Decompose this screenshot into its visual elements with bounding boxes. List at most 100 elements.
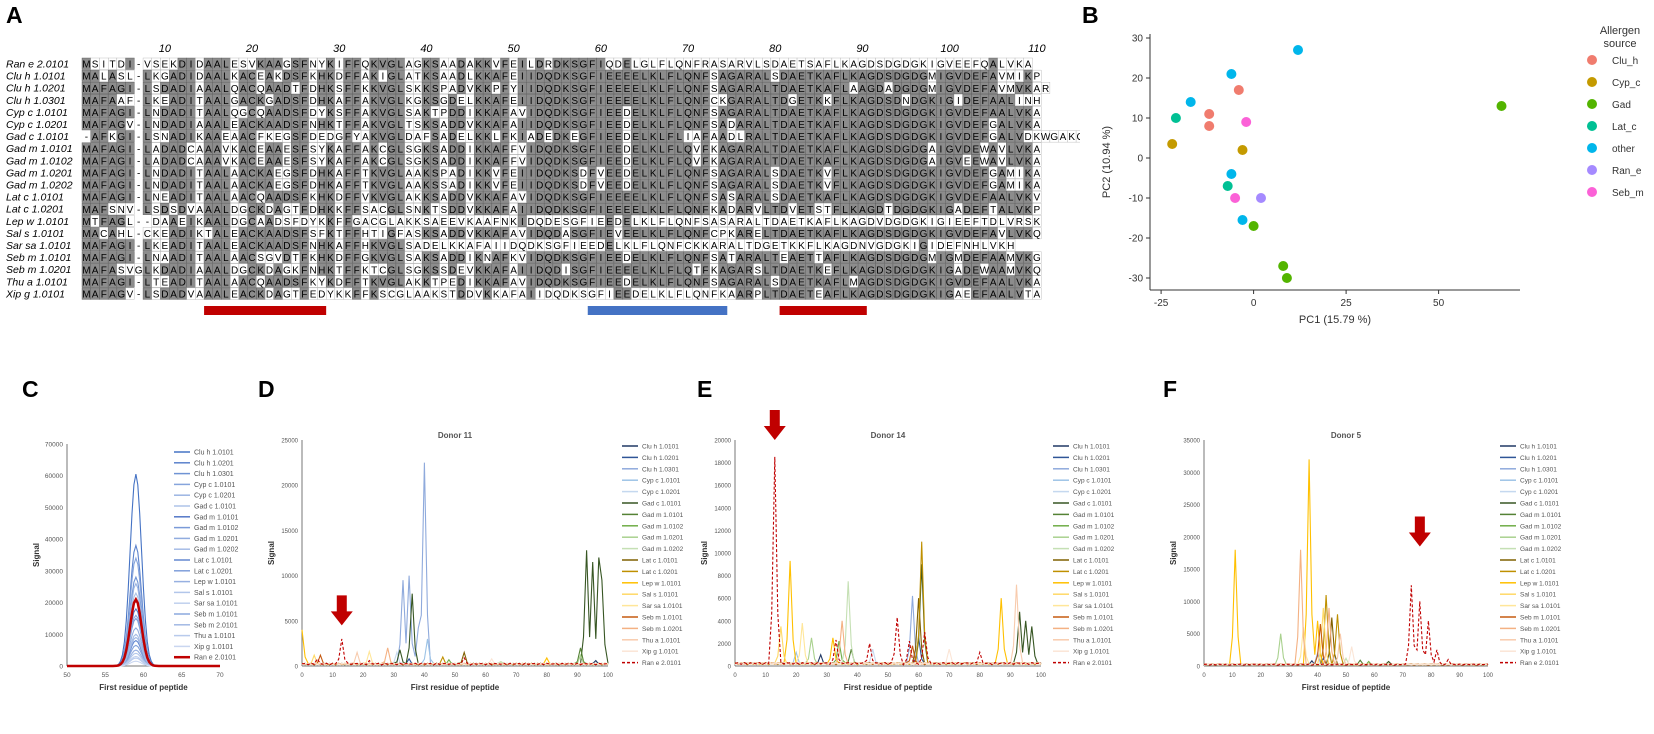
alignment-residue: A (859, 169, 866, 180)
alignment-residue: L (493, 132, 499, 143)
alignment-residue: A (754, 253, 761, 264)
alignment-residue: E (615, 72, 622, 83)
alignment-residue: D (597, 241, 604, 252)
alignment-residue: F (301, 108, 307, 119)
alignment-residue: G (283, 60, 291, 71)
panel-label-a: A (6, 2, 23, 28)
alignment-residue: A (720, 181, 727, 192)
alignment-residue: L (1008, 193, 1014, 204)
legend-entry: Ran e 2.0101 (1073, 660, 1112, 667)
legend-entry: Gad c 1.0101 (1520, 501, 1559, 508)
alignment-residue: A (92, 181, 99, 192)
alignment-residue: F (354, 290, 360, 301)
alignment-residue: H (318, 96, 325, 107)
alignment-residue: K (257, 120, 264, 131)
alignment-residue: A (170, 290, 177, 301)
alignment-residue: L (764, 193, 770, 204)
alignment-residue: A (720, 265, 727, 276)
alignment-residue: D (894, 205, 901, 216)
alignment-residue: D (894, 169, 901, 180)
alignment-residue: Q (545, 205, 553, 216)
alignment-residue: K (423, 120, 430, 131)
alignment-residue: E (624, 205, 631, 216)
alignment-residue: K (650, 277, 657, 288)
alignment-residue: D (780, 120, 787, 131)
alignment-residue: L (1008, 96, 1014, 107)
alignment-residue: G (867, 156, 875, 167)
y-axis-label: PC2 (10.94 %) (1101, 126, 1113, 198)
alignment-residue: L (833, 60, 839, 71)
chart-title: Donor 5 (1331, 431, 1362, 440)
scatter-point-cyp-c (1237, 145, 1248, 155)
alignment-residue: E (432, 241, 439, 252)
alignment-residue: L (397, 108, 403, 119)
alignment-residue: G (231, 96, 239, 107)
alignment-residue: A (275, 84, 282, 95)
alignment-residue: V (955, 120, 962, 131)
alignment-residue: G (902, 205, 910, 216)
alignment-residue: S (563, 217, 570, 228)
alignment-residue: C (248, 241, 255, 252)
alignment-residue: A (737, 169, 744, 180)
alignment-residue: C (379, 205, 386, 216)
alignment-residue: I (129, 108, 132, 119)
alignment-residue: I (591, 217, 594, 228)
legend-entry: Ran e 2.0101 (194, 655, 236, 662)
alignment-residue: D (554, 253, 561, 264)
alignment-residue: D (623, 156, 630, 167)
legend-entry: Xip g 1.0101 (194, 644, 233, 651)
alignment-residue: V (999, 156, 1006, 167)
alignment-residue: G (117, 290, 125, 301)
alignment-residue: K (196, 217, 203, 228)
alignment-residue: A (275, 205, 282, 216)
alignment-residue: L (145, 277, 151, 288)
alignment-residue: Q (684, 277, 692, 288)
alignment-residue: I (190, 169, 193, 180)
alignment-residue: Q (536, 217, 544, 228)
alignment-residue: N (693, 181, 700, 192)
alignment-residue: K (1025, 72, 1032, 83)
alignment-residue: M (1007, 181, 1015, 192)
alignment-residue: D (458, 169, 465, 180)
alignment-residue: L (764, 108, 770, 119)
alignment-residue: S (711, 84, 718, 95)
scatter-point-clu-h (1204, 109, 1215, 119)
alignment-residue: A (824, 84, 831, 95)
alignment-residue: - (137, 108, 140, 119)
alignment-residue: G (902, 253, 910, 264)
alignment-residue: F (345, 193, 351, 204)
alignment-residue: H (318, 120, 325, 131)
alignment-residue: P (441, 84, 448, 95)
alignment-residue: I (521, 60, 524, 71)
alignment-residue: G (867, 265, 875, 276)
alignment-residue: C (187, 156, 194, 167)
alignment-residue: D (963, 205, 970, 216)
alignment-residue: - (137, 217, 140, 228)
alignment-residue: K (1016, 60, 1023, 71)
alignment-residue: D (301, 217, 308, 228)
alignment-residue: V (144, 60, 151, 71)
alignment-residue: K (510, 132, 517, 143)
alignment-residue: I (129, 144, 132, 155)
legend-entry: Clu h 1.0201 (642, 455, 679, 462)
alignment-residue: G (989, 181, 997, 192)
alignment-residue: I (129, 156, 132, 167)
alignment-residue: N (693, 96, 700, 107)
alignment-residue: F (668, 277, 674, 288)
alignment-residue: G (893, 60, 901, 71)
alignment-residue: A (441, 253, 448, 264)
alignment-residue: F (981, 277, 987, 288)
alignment-residue: S (571, 229, 578, 240)
alignment-residue: E (615, 132, 622, 143)
alignment-residue: A (711, 241, 718, 252)
y-tick-label: 0 (295, 665, 299, 671)
alignment-residue: G (161, 72, 169, 83)
alignment-residue: D (554, 156, 561, 167)
alignment-residue: D (283, 253, 290, 264)
alignment-residue: E (964, 217, 971, 228)
x-tick-label: 100 (1483, 673, 1494, 679)
alignment-residue: E (781, 253, 788, 264)
alignment-residue: T (798, 60, 804, 71)
y-axis-label: Signal (700, 541, 709, 565)
alignment-residue: S (432, 132, 439, 143)
